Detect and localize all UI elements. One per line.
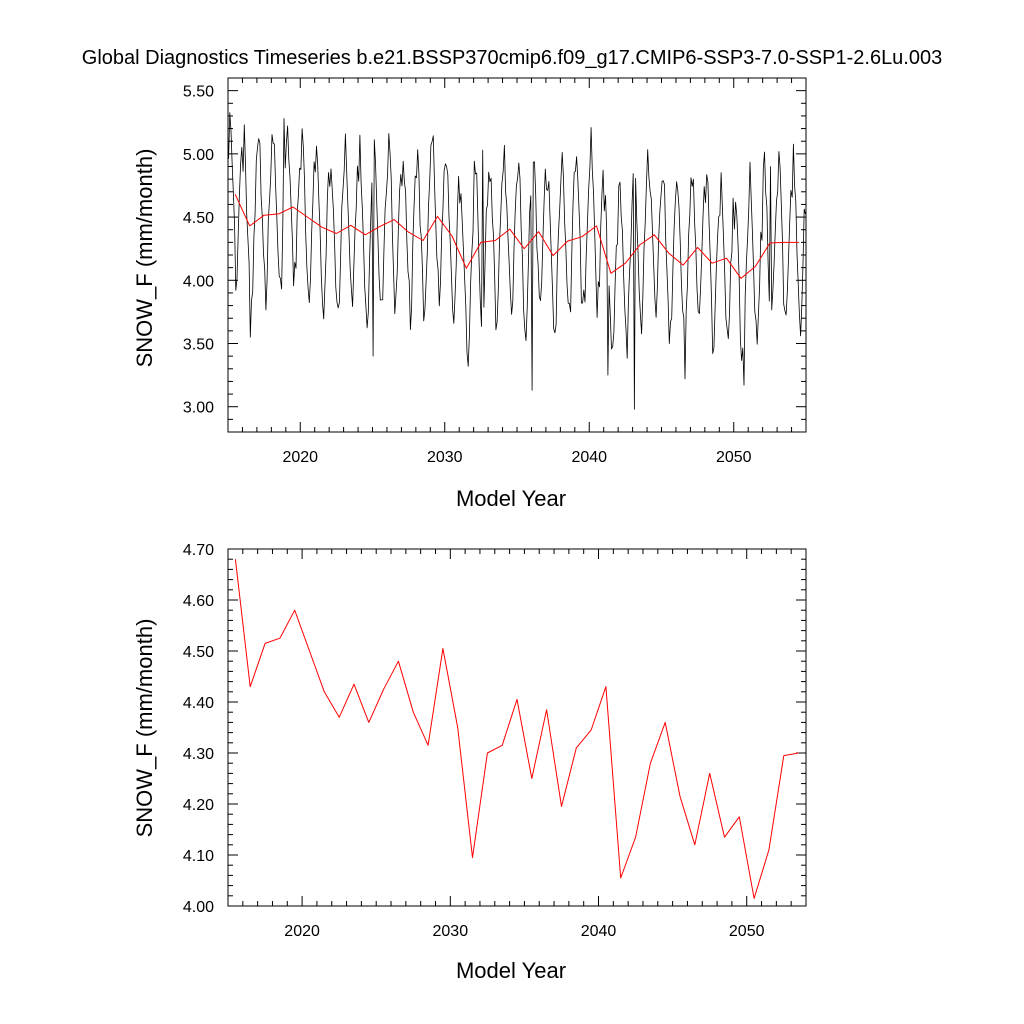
top-chart-x-label: Model Year: [456, 486, 566, 511]
y-tick-label: 4.50: [183, 644, 214, 661]
y-tick-label: 3.00: [183, 400, 214, 417]
y-tick-label: 3.50: [183, 337, 214, 354]
bottom-chart-y-label: SNOW_F (mm/month): [132, 619, 157, 838]
annual-mean-series-line: [234, 559, 799, 899]
x-tick-label: 2030: [427, 449, 463, 466]
y-tick-label: 4.40: [183, 695, 214, 712]
y-tick-label: 4.00: [183, 273, 214, 290]
plot-frame: [227, 548, 807, 907]
y-tick-label: 4.10: [183, 848, 214, 865]
x-tick-label: 2030: [433, 923, 469, 940]
y-tick-label: 4.50: [183, 210, 214, 227]
bottom-chart: Model Year SNOW_F (mm/month) 2020 2030 204…: [132, 542, 807, 983]
y-tick-label: 4.70: [183, 542, 214, 559]
x-tick-label: 2040: [571, 449, 607, 466]
x-tick-label: 2050: [716, 449, 752, 466]
x-tick-label: 2020: [282, 449, 318, 466]
top-chart: Model Year SNOW_F (mm/month) 2020 2030 204…: [132, 77, 807, 511]
bottom-chart-x-label: Model Year: [456, 958, 566, 983]
plot-frame: [227, 77, 807, 433]
y-tick-label: 5.50: [183, 84, 214, 101]
annual-mean-series-line: [234, 194, 799, 279]
y-tick-label: 4.20: [183, 797, 214, 814]
y-tick-label: 4.60: [183, 593, 214, 610]
y-tick-label: 5.00: [183, 147, 214, 164]
figure-title: Global Diagnostics Timeseries b.e21.BSSP…: [82, 47, 942, 69]
y-tick-label: 4.00: [183, 899, 214, 916]
x-tick-label: 2050: [729, 923, 765, 940]
y-tick-label: 4.30: [183, 746, 214, 763]
x-tick-label: 2040: [581, 923, 617, 940]
x-tick-label: 2020: [284, 923, 320, 940]
top-chart-y-label: SNOW_F (mm/month): [132, 149, 157, 368]
monthly-series-line: [228, 112, 806, 410]
